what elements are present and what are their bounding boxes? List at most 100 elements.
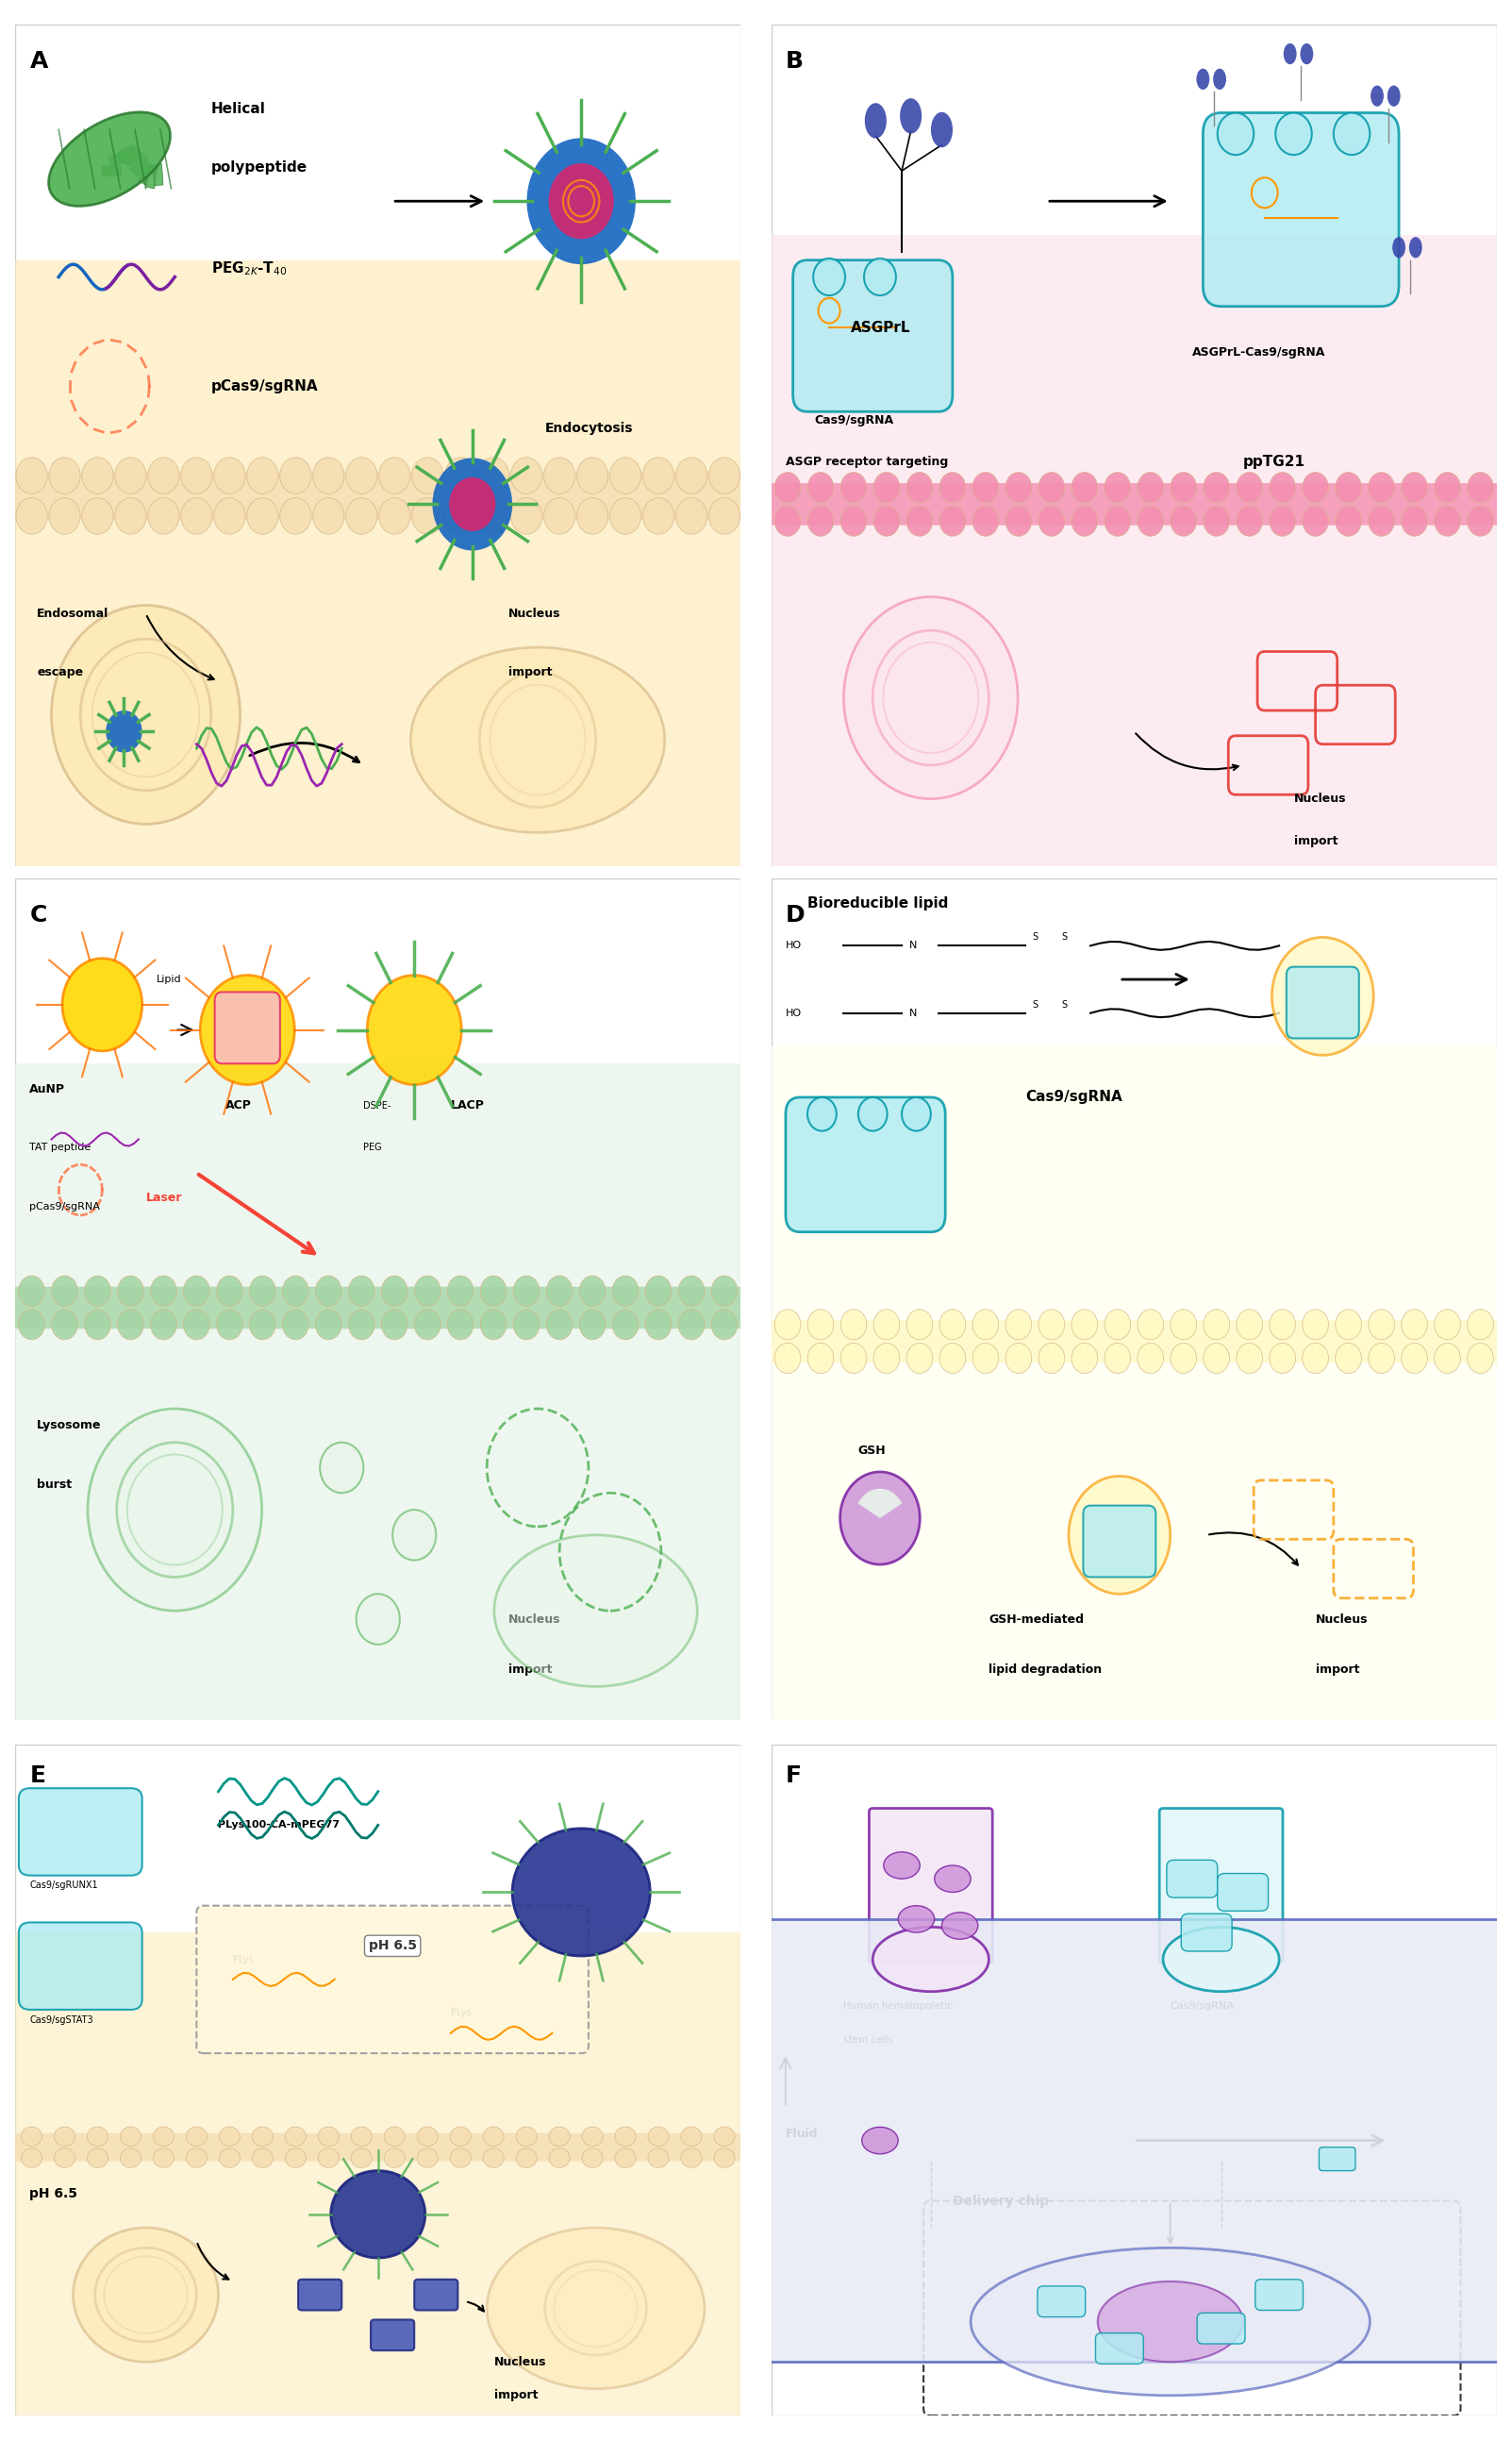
Circle shape xyxy=(478,456,510,493)
Circle shape xyxy=(393,1510,435,1559)
Circle shape xyxy=(939,473,966,503)
Ellipse shape xyxy=(487,2228,705,2389)
Ellipse shape xyxy=(872,1928,989,1991)
Circle shape xyxy=(709,456,739,493)
Circle shape xyxy=(680,2128,702,2147)
Circle shape xyxy=(414,1276,440,1305)
Circle shape xyxy=(216,1276,242,1305)
Circle shape xyxy=(1272,937,1373,1054)
Bar xyxy=(103,166,121,176)
Circle shape xyxy=(1137,473,1164,503)
Circle shape xyxy=(449,478,496,532)
Circle shape xyxy=(357,1593,399,1645)
Text: ASGPrL: ASGPrL xyxy=(851,320,910,334)
Circle shape xyxy=(482,2147,503,2167)
Circle shape xyxy=(1435,505,1461,537)
Circle shape xyxy=(351,2128,372,2147)
Circle shape xyxy=(714,2128,735,2147)
Circle shape xyxy=(451,2147,470,2167)
Text: PLys100-CA-mPEG77: PLys100-CA-mPEG77 xyxy=(218,1820,340,1830)
Circle shape xyxy=(118,1276,144,1305)
Ellipse shape xyxy=(1388,85,1400,107)
Ellipse shape xyxy=(1284,44,1297,63)
Circle shape xyxy=(17,456,47,493)
Circle shape xyxy=(253,2128,274,2147)
Circle shape xyxy=(1302,505,1329,537)
Text: pCas9/sgRNA: pCas9/sgRNA xyxy=(212,378,318,393)
Circle shape xyxy=(1170,473,1196,503)
Circle shape xyxy=(432,459,513,551)
Text: DSPE-: DSPE- xyxy=(363,1100,392,1110)
Ellipse shape xyxy=(1409,237,1423,259)
FancyBboxPatch shape xyxy=(1096,2333,1143,2364)
Circle shape xyxy=(348,1310,375,1340)
Text: burst: burst xyxy=(36,1479,73,1491)
Circle shape xyxy=(1137,505,1164,537)
FancyBboxPatch shape xyxy=(1037,2286,1086,2318)
Text: Delivery chip: Delivery chip xyxy=(953,2194,1049,2208)
Circle shape xyxy=(907,1342,933,1374)
Circle shape xyxy=(612,1310,638,1340)
Circle shape xyxy=(1237,473,1263,503)
Circle shape xyxy=(1467,473,1494,503)
Text: Cas9/sgRNA: Cas9/sgRNA xyxy=(1170,2001,1234,2011)
Circle shape xyxy=(841,1342,866,1374)
FancyBboxPatch shape xyxy=(12,1286,744,1330)
Circle shape xyxy=(546,1310,573,1340)
Text: Nucleus: Nucleus xyxy=(1315,1613,1368,1625)
Circle shape xyxy=(813,259,845,295)
Text: LACP: LACP xyxy=(451,1100,484,1113)
Circle shape xyxy=(709,498,739,534)
Circle shape xyxy=(51,605,240,825)
Circle shape xyxy=(1039,473,1064,503)
Circle shape xyxy=(544,498,575,534)
Circle shape xyxy=(1237,505,1263,537)
Circle shape xyxy=(1302,1310,1329,1340)
FancyBboxPatch shape xyxy=(1181,1913,1232,1952)
Text: ACP: ACP xyxy=(225,1100,253,1113)
Circle shape xyxy=(676,498,708,534)
Circle shape xyxy=(88,2128,107,2147)
Circle shape xyxy=(313,456,345,493)
Text: Nucleus: Nucleus xyxy=(508,1613,561,1625)
FancyBboxPatch shape xyxy=(215,993,280,1064)
Circle shape xyxy=(939,1342,966,1374)
Text: PLys: PLys xyxy=(233,1954,253,1964)
Circle shape xyxy=(213,456,245,493)
Text: HO: HO xyxy=(786,942,801,952)
Circle shape xyxy=(1072,473,1098,503)
Circle shape xyxy=(514,1276,540,1305)
Circle shape xyxy=(841,473,866,503)
Ellipse shape xyxy=(942,1913,978,1940)
Ellipse shape xyxy=(1098,2281,1243,2362)
Text: Fluid: Fluid xyxy=(786,2128,818,2140)
FancyBboxPatch shape xyxy=(1204,112,1399,307)
Ellipse shape xyxy=(862,2128,898,2155)
Circle shape xyxy=(411,456,443,493)
FancyBboxPatch shape xyxy=(792,261,953,412)
Circle shape xyxy=(1467,505,1494,537)
Circle shape xyxy=(411,498,443,534)
Circle shape xyxy=(181,498,212,534)
Text: Human hematopoietic: Human hematopoietic xyxy=(844,2001,953,2011)
Circle shape xyxy=(106,710,142,752)
Text: HO: HO xyxy=(786,1008,801,1017)
Circle shape xyxy=(907,505,933,537)
Ellipse shape xyxy=(900,98,922,134)
Circle shape xyxy=(321,1442,363,1493)
FancyBboxPatch shape xyxy=(1198,2313,1244,2345)
FancyBboxPatch shape xyxy=(414,2279,458,2311)
Circle shape xyxy=(280,456,311,493)
Circle shape xyxy=(863,259,897,295)
Circle shape xyxy=(1368,1342,1394,1374)
Circle shape xyxy=(316,1310,342,1340)
Circle shape xyxy=(1270,505,1296,537)
Circle shape xyxy=(679,1276,705,1305)
Circle shape xyxy=(1335,473,1361,503)
Circle shape xyxy=(859,1098,888,1132)
Text: S: S xyxy=(1033,932,1039,942)
Circle shape xyxy=(216,1310,242,1340)
Circle shape xyxy=(286,2128,305,2147)
Text: Laser: Laser xyxy=(145,1193,181,1205)
Text: pH 6.5: pH 6.5 xyxy=(369,1940,417,1952)
